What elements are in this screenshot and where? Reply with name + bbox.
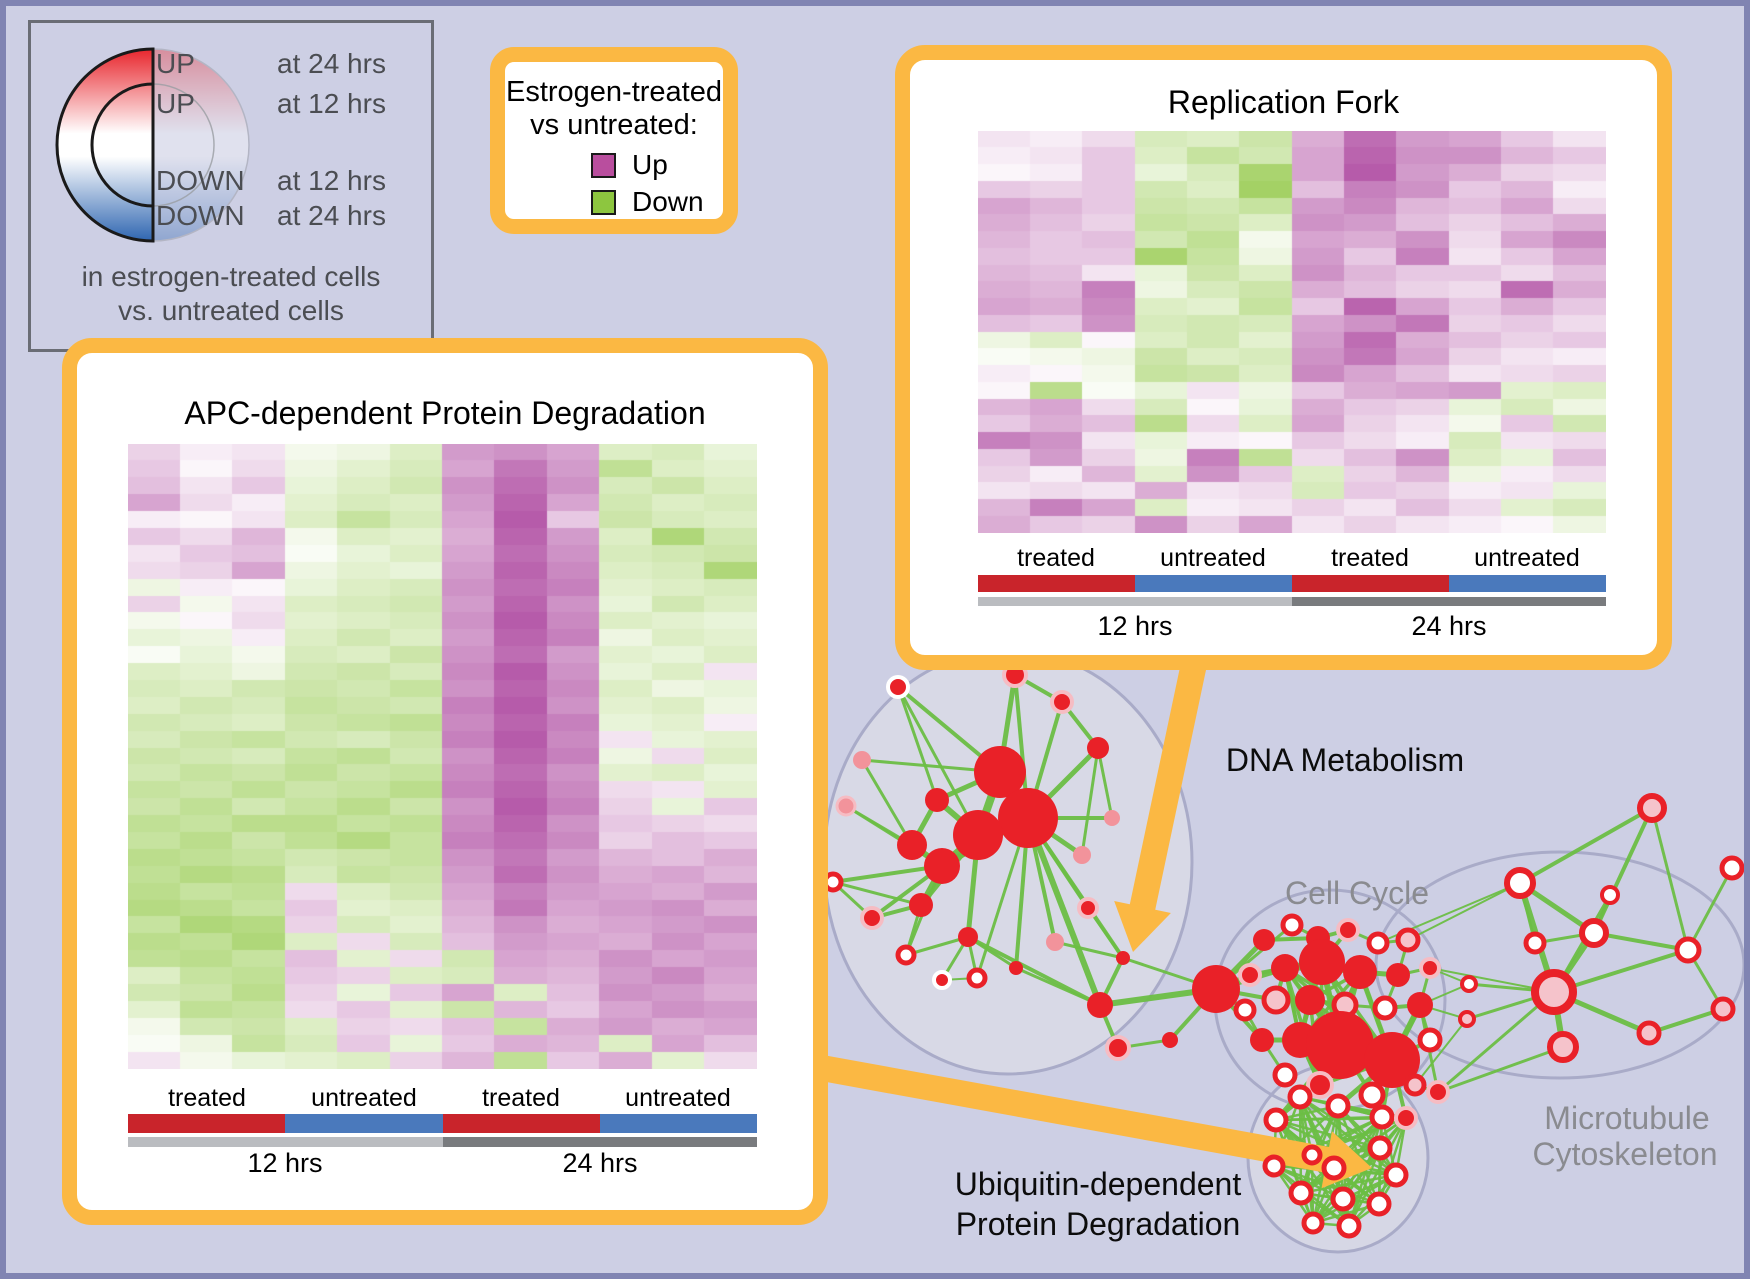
apc-group-label-2: untreated — [311, 1084, 417, 1112]
apc-group-label-4: untreated — [625, 1084, 731, 1112]
ring-down24-dir: DOWN — [156, 200, 245, 231]
rep-group-label-4: untreated — [1474, 544, 1580, 572]
rep-group-label-1: treated — [1017, 544, 1095, 572]
apc-title: APC-dependent Protein Degradation — [184, 395, 706, 431]
rep-group-label-2: untreated — [1160, 544, 1266, 572]
down-swatch-icon — [591, 189, 616, 215]
down-label: Down — [632, 186, 704, 217]
apc-12hrs-label: 12 hrs — [247, 1148, 323, 1178]
color-legend-title-1: Estrogen-treated — [505, 76, 722, 108]
up-swatch-icon — [591, 152, 616, 178]
ring-up12-dir: UP — [156, 88, 195, 119]
replication-fork-panel: Replication Fork treated untreated treat… — [895, 45, 1672, 670]
apc-treatment-bar — [128, 1114, 757, 1133]
cell-cycle-label: Cell Cycle — [1284, 875, 1430, 911]
microtubule-label-line2: Cytoskeleton — [1532, 1136, 1718, 1172]
ring-gradient-icon — [55, 47, 250, 243]
treatment-bar-segment — [599, 1114, 757, 1133]
dna-metabolism-label: DNA Metabolism — [1225, 742, 1465, 778]
microtubule-label-line1: Microtubule — [1544, 1100, 1710, 1136]
time-bar-segment — [128, 1137, 443, 1147]
ring-up12-time: at 12 hrs — [277, 88, 386, 119]
time-bar-segment — [442, 1137, 757, 1147]
ubiquitin-label-line2: Protein Degradation — [955, 1206, 1241, 1242]
rep-24hrs-label: 24 hrs — [1411, 611, 1487, 641]
apc-panel: APC-dependent Protein Degradation treate… — [62, 338, 828, 1225]
up-label: Up — [632, 149, 668, 180]
ring-down24-time: at 24 hrs — [277, 200, 386, 231]
ring-legend-footer-1: in estrogen-treated cells — [81, 261, 381, 292]
ring-down12-time: at 12 hrs — [277, 165, 386, 196]
apc-heatmap — [128, 444, 757, 1069]
ring-legend-box: UP at 24 hrs UP at 12 hrs DOWN at 12 hrs… — [28, 20, 434, 352]
ring-down12-dir: DOWN — [156, 165, 245, 196]
treatment-bar-segment — [1449, 575, 1606, 592]
color-legend-title-2: vs untreated: — [530, 109, 698, 141]
time-bar-segment — [1292, 597, 1606, 606]
apc-group-label-1: treated — [168, 1084, 246, 1112]
treatment-bar-segment — [1292, 575, 1449, 592]
ubiquitin-label-line1: Ubiquitin-dependent — [954, 1166, 1242, 1202]
replication-fork-heatmap — [978, 131, 1606, 533]
apc-time-bar — [128, 1137, 757, 1147]
rep-treatment-bar — [978, 575, 1606, 592]
rep-group-label-3: treated — [1331, 544, 1409, 572]
treatment-bar-segment — [128, 1114, 286, 1133]
rep-time-bar — [978, 597, 1606, 606]
treatment-bar-segment — [442, 1114, 600, 1133]
apc-group-label-3: treated — [482, 1084, 560, 1112]
apc-24hrs-label: 24 hrs — [562, 1148, 638, 1178]
color-legend-box: Estrogen-treated vs untreated: Up Down — [490, 47, 738, 234]
ring-up24-dir: UP — [156, 48, 195, 79]
rep-12hrs-label: 12 hrs — [1097, 611, 1173, 641]
replication-fork-title: Replication Fork — [1167, 84, 1400, 120]
ring-legend-footer-2: vs. untreated cells — [118, 295, 344, 326]
ring-up24-time: at 24 hrs — [277, 48, 386, 79]
time-bar-segment — [978, 597, 1292, 606]
treatment-bar-segment — [978, 575, 1135, 592]
treatment-bar-segment — [1135, 575, 1292, 592]
treatment-bar-segment — [285, 1114, 443, 1133]
